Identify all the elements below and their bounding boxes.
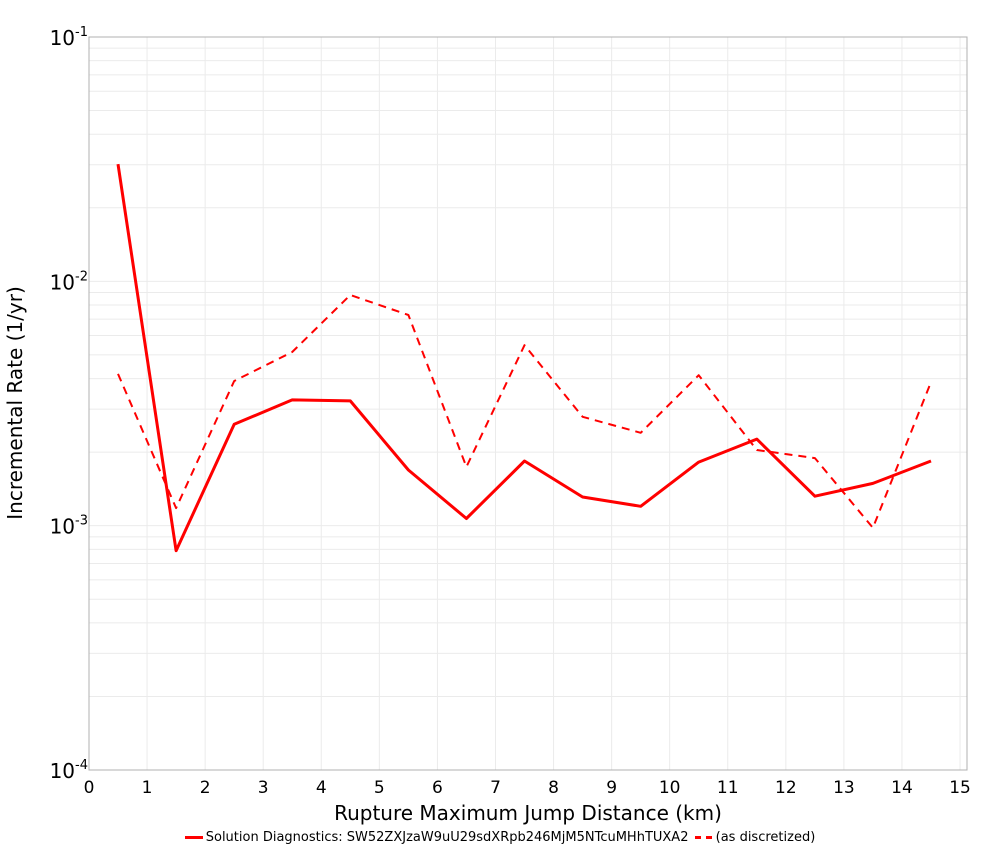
legend-label-discretized: (as discretized) [715, 830, 816, 845]
x-axis-title: Rupture Maximum Jump Distance (km) [334, 801, 722, 825]
x-tick-label: 0 [84, 778, 95, 798]
legend: Solution Diagnostics: SW52ZXJzaW9uU29sdX… [0, 828, 1000, 845]
series-lines [116, 163, 932, 553]
x-tick-label: 9 [606, 778, 617, 798]
x-tick-label: 13 [833, 778, 855, 798]
y-axis-title: Incremental Rate (1/yr) [3, 286, 27, 519]
x-tick-label: 1 [142, 778, 153, 798]
x-tick-label: 2 [200, 778, 211, 798]
x-tick-label: 7 [490, 778, 501, 798]
legend-item-discretized: (as discretized) [694, 830, 816, 845]
x-tick-label: 4 [316, 778, 327, 798]
x-tick-label: 6 [432, 778, 443, 798]
solid-line-swatch-icon [184, 836, 203, 839]
legend-item-solution: Solution Diagnostics: SW52ZXJzaW9uU29sdX… [184, 830, 689, 845]
series-line-discretized [117, 294, 932, 529]
plot-frame [88, 36, 968, 771]
x-tick-label: 5 [374, 778, 385, 798]
y-tick-label: 10-3 [50, 514, 88, 539]
grid-lines [88, 37, 967, 771]
x-tick-label: 14 [891, 778, 913, 798]
x-tick-label: 15 [949, 778, 971, 798]
x-tick-label: 11 [717, 778, 739, 798]
series-line-solution [116, 163, 932, 553]
x-tick-label: 8 [548, 778, 559, 798]
legend-label-solution: Solution Diagnostics: SW52ZXJzaW9uU29sdX… [205, 830, 689, 845]
x-tick-label: 12 [775, 778, 797, 798]
y-tick-label: 10-2 [50, 269, 88, 294]
x-tick-label: 10 [659, 778, 681, 798]
x-axis-ticks: 0 1 2 3 4 5 6 7 8 9 10 11 12 13 14 15 [84, 778, 971, 798]
dashed-line-swatch-icon [694, 836, 713, 839]
y-tick-label: 10-4 [50, 758, 88, 783]
y-tick-label: 10-1 [50, 25, 88, 50]
y-axis-ticks: 10-1 10-2 10-3 10-4 [50, 25, 88, 783]
x-tick-label: 3 [258, 778, 269, 798]
